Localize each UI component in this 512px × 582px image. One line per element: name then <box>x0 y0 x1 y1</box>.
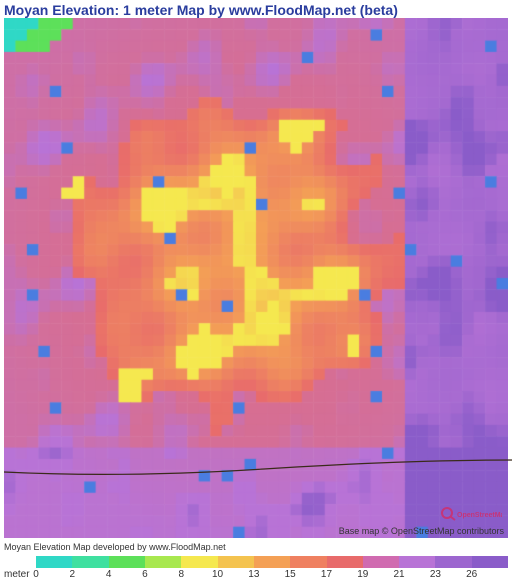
legend-segment <box>72 556 108 568</box>
floodmap-attribution: Moyan Elevation Map developed by www.Flo… <box>4 542 226 552</box>
openstreetmap-logo: OpenStreetMap <box>440 505 502 526</box>
page-title: Moyan Elevation: 1 meter Map by www.Floo… <box>4 2 398 18</box>
legend-segment <box>435 556 471 568</box>
legend-tick: 23 <box>430 569 441 580</box>
legend-segment <box>363 556 399 568</box>
legend-tick: 4 <box>106 569 112 580</box>
osm-logo-text: OpenStreetMap <box>457 512 502 519</box>
legend-tick: 13 <box>248 569 259 580</box>
legend-segment <box>290 556 326 568</box>
legend-labels: meter 0 2 4 6 8 10 13 15 17 19 21 23 26 <box>0 568 512 582</box>
legend-tick: 17 <box>321 569 332 580</box>
legend-tick: 19 <box>357 569 368 580</box>
legend-tick: 0 <box>33 569 39 580</box>
legend-unit: meter <box>4 569 30 580</box>
legend-segment <box>472 556 508 568</box>
legend-tick: 10 <box>212 569 223 580</box>
legend-segment <box>181 556 217 568</box>
legend-tick: 8 <box>178 569 184 580</box>
legend-tick: 15 <box>285 569 296 580</box>
legend-segment <box>399 556 435 568</box>
elevation-heatmap <box>4 18 508 538</box>
legend-segment <box>109 556 145 568</box>
legend-tick: 21 <box>394 569 405 580</box>
legend-segment <box>218 556 254 568</box>
legend-color-bar <box>36 556 508 568</box>
legend-segment <box>327 556 363 568</box>
heatmap-canvas <box>4 18 508 538</box>
legend-tick: 26 <box>466 569 477 580</box>
legend-segment <box>36 556 72 568</box>
legend-tick: 2 <box>70 569 76 580</box>
legend-segment <box>145 556 181 568</box>
legend-segment <box>254 556 290 568</box>
legend-tick: 6 <box>142 569 148 580</box>
elevation-legend: meter 0 2 4 6 8 10 13 15 17 19 21 23 26 <box>0 548 512 582</box>
basemap-attribution: Base map © OpenStreetMap contributors <box>339 526 504 536</box>
